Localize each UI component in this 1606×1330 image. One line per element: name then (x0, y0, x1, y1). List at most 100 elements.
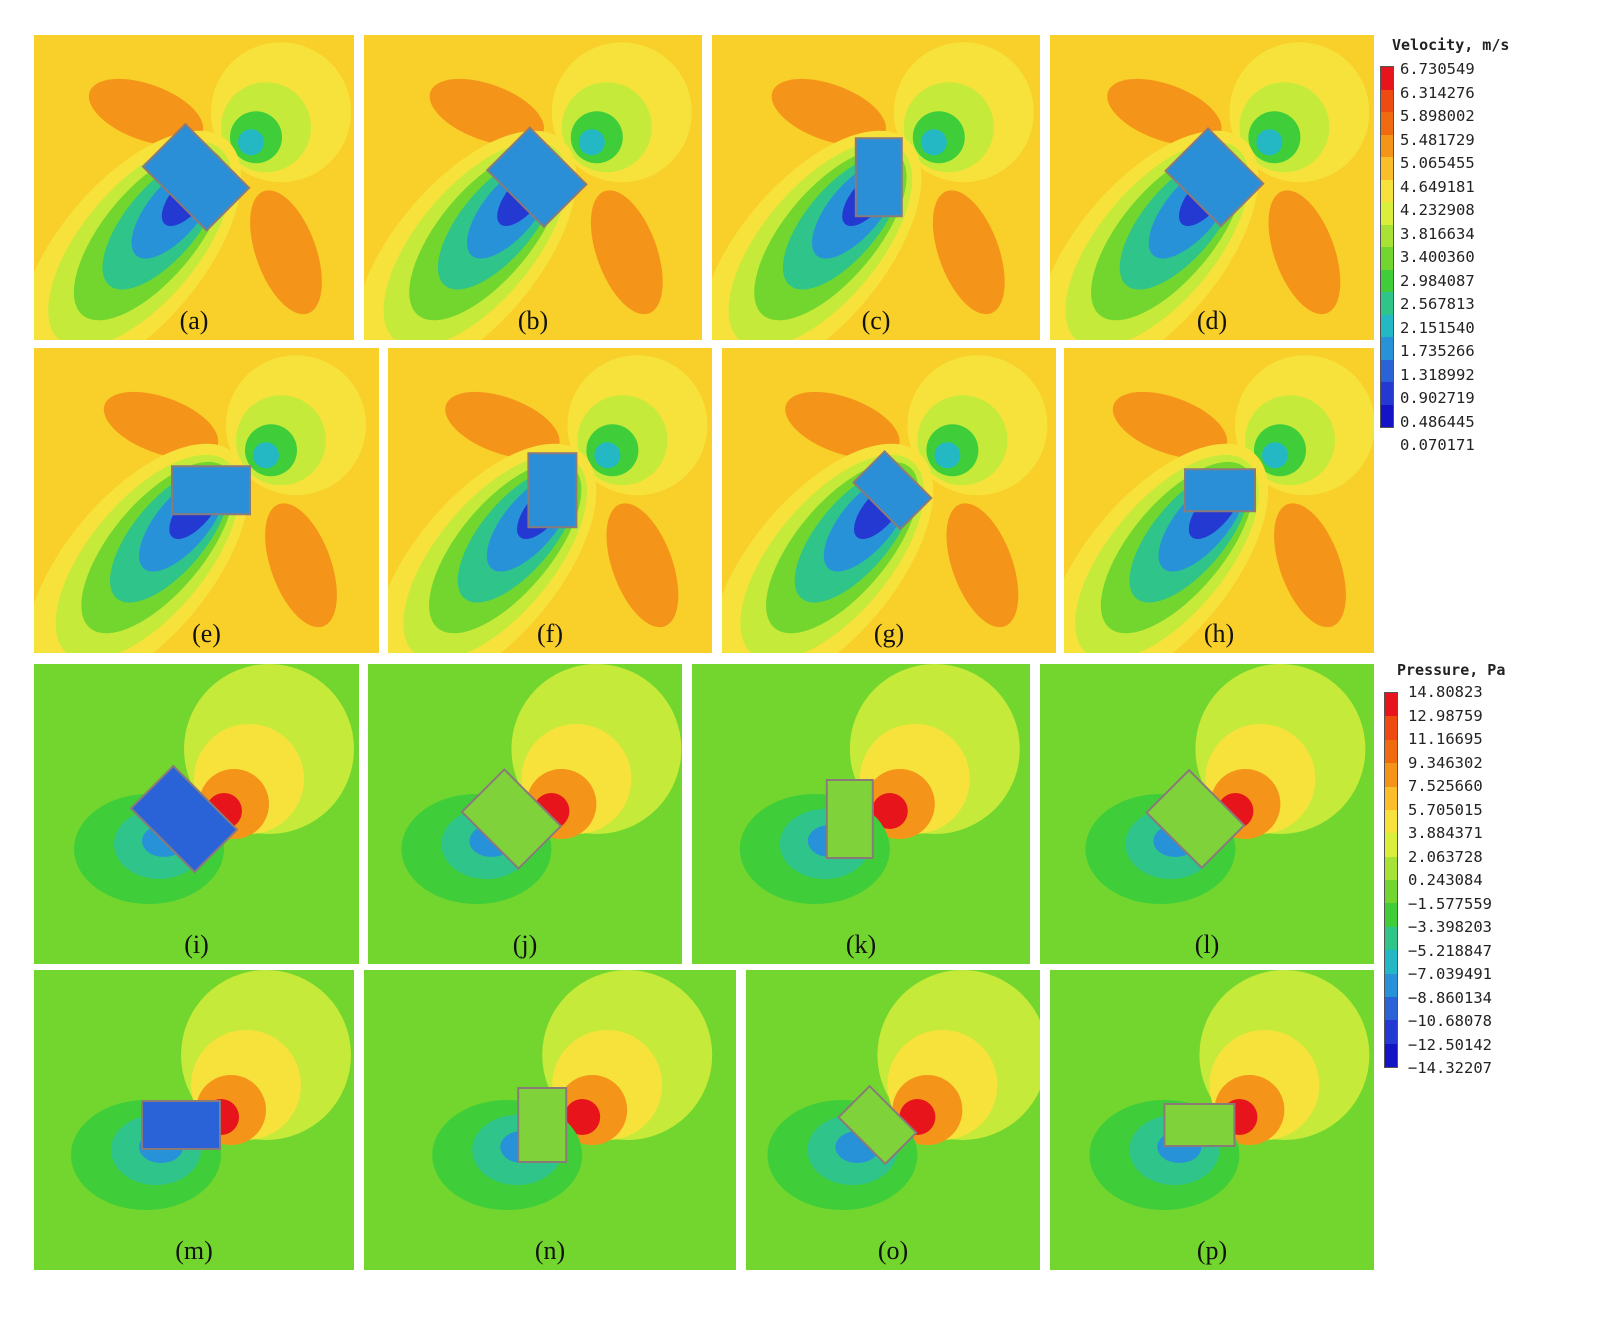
velocity-legend-value: 2.567813 (1400, 295, 1475, 313)
velocity-legend-value: 4.232908 (1400, 201, 1475, 219)
pressure-colorbar-band (1385, 833, 1397, 857)
pressure-legend-value: −12.50142 (1408, 1035, 1492, 1054)
velocity-colorbar-band (1381, 314, 1393, 337)
pressure-colorbar-band (1385, 996, 1397, 1021)
pressure-colorbar-band (1385, 763, 1397, 787)
pressure-legend-value: 2.063728 (1408, 847, 1483, 866)
pressure-colorbar (1384, 692, 1398, 1068)
velocity-legend-value: 3.400360 (1400, 248, 1475, 266)
velocity-colorbar-band (1381, 269, 1393, 292)
velocity-legend-value: 4.649181 (1400, 177, 1475, 196)
pressure-colorbar-band (1385, 950, 1397, 974)
velocity-colorbar-band (1381, 292, 1393, 315)
velocity-legend-value: 6.730549 (1400, 60, 1475, 78)
velocity-legend-value: 5.065455 (1400, 154, 1475, 172)
pressure-legend-value: 7.525660 (1408, 777, 1483, 795)
pressure-colorbar-band (1385, 809, 1397, 834)
panel-label: (b) (517, 306, 549, 335)
pressure-legend-value: −10.68078 (1408, 1012, 1492, 1030)
pressure-legend-value: 3.884371 (1408, 824, 1483, 842)
pres-contour-image (368, 664, 682, 964)
vel-contour-image (34, 348, 379, 653)
pressure-colorbar-band (1385, 880, 1397, 904)
velocity-legend-values: 6.730549 6.314276 5.898002 5.481729 5.065455… (1400, 58, 1475, 458)
velocity-colorbar-band (1381, 382, 1393, 405)
pres-contour-image (364, 970, 736, 1270)
pressure-legend-value: −8.860134 (1408, 988, 1492, 1007)
pressure-legend-value: −3.398203 (1408, 918, 1492, 936)
pressure-legend-value: 11.16695 (1408, 730, 1483, 748)
velocity-legend-value: 2.151540 (1400, 318, 1475, 337)
velocity-colorbar-band (1381, 67, 1393, 90)
pres-contour-image (34, 664, 359, 964)
pressure-panel-p: (p) (1050, 970, 1374, 1270)
vel-contour-image (388, 348, 712, 653)
pres-contour-image (34, 970, 354, 1270)
pressure-colorbar-band (1385, 856, 1397, 880)
pressure-legend-value: −1.577559 (1408, 894, 1492, 913)
panel-label: (c) (861, 306, 891, 335)
panel-label: (k) (845, 930, 877, 959)
vel-contour-image (1064, 348, 1374, 653)
panel-label: (p) (1196, 1236, 1228, 1265)
vel-contour-image (722, 348, 1056, 653)
pressure-legend-value: 0.243084 (1408, 871, 1483, 889)
velocity-colorbar-band (1381, 112, 1393, 135)
panel-label: (e) (192, 619, 221, 648)
velocity-colorbar-band (1381, 247, 1393, 270)
pressure-legend-value: 9.346302 (1408, 753, 1483, 772)
pressure-colorbar-band (1385, 926, 1397, 951)
pressure-panel-o: (o) (746, 970, 1040, 1270)
pressure-colorbar-band (1385, 903, 1397, 927)
velocity-panel-h: (h) (1064, 348, 1374, 653)
velocity-colorbar-band (1381, 337, 1393, 360)
velocity-legend-title: Velocity, m/s (1392, 36, 1510, 54)
pres-contour-image (692, 664, 1030, 964)
velocity-colorbar-band (1381, 202, 1393, 225)
velocity-panel-b: (b) (364, 35, 702, 340)
velocity-legend-value: 3.816634 (1400, 224, 1475, 243)
pressure-colorbar-band (1385, 973, 1397, 997)
panel-label: (j) (512, 930, 538, 959)
velocity-panel-c: (c) (712, 35, 1040, 340)
pressure-legend-value: −7.039491 (1408, 965, 1492, 983)
velocity-panel-f: (f) (388, 348, 712, 653)
velocity-panel-g: (g) (722, 348, 1056, 653)
velocity-legend-value: 2.984087 (1400, 271, 1475, 290)
velocity-legend-value: 0.902719 (1400, 389, 1475, 407)
pressure-legend-value: −5.218847 (1408, 941, 1492, 960)
pressure-panel-i: (i) (34, 664, 359, 964)
pres-contour-image (746, 970, 1040, 1270)
velocity-colorbar-band (1381, 157, 1393, 180)
velocity-panel-e: (e) (34, 348, 379, 653)
velocity-colorbar-band (1381, 134, 1393, 157)
pressure-legend-title: Pressure, Pa (1397, 661, 1506, 679)
panel-label: (l) (1194, 930, 1220, 959)
panel-label: (m) (175, 1236, 213, 1265)
pressure-legend-values: 14.80823 12.98759 11.16695 9.346302 7.525660… (1408, 681, 1492, 1081)
pressure-panel-l: (l) (1040, 664, 1374, 964)
panel-label: (d) (1196, 306, 1228, 335)
velocity-legend-value: 6.314276 (1400, 83, 1475, 102)
pres-contour-image (1040, 664, 1374, 964)
panel-label: (h) (1203, 619, 1235, 648)
velocity-legend-value: 5.481729 (1400, 130, 1475, 149)
pressure-legend-value: −14.32207 (1408, 1059, 1492, 1077)
pressure-colorbar-band (1385, 786, 1397, 810)
velocity-legend-value: 0.486445 (1400, 412, 1475, 431)
velocity-colorbar-band (1381, 404, 1393, 427)
pressure-colorbar-band (1385, 739, 1397, 764)
vel-contour-image (364, 35, 702, 340)
pressure-panel-k: (k) (692, 664, 1030, 964)
panel-label: (g) (873, 619, 905, 648)
pres-contour-image (1050, 970, 1374, 1270)
pressure-colorbar-band (1385, 1043, 1397, 1067)
pressure-colorbar-band (1385, 1020, 1397, 1044)
velocity-panel-d: (d) (1050, 35, 1374, 340)
velocity-legend-value: 1.735266 (1400, 342, 1475, 360)
velocity-panel-a: (a) (34, 35, 354, 340)
velocity-legend-value: 5.898002 (1400, 107, 1475, 125)
pressure-panel-n: (n) (364, 970, 736, 1270)
vel-contour-image (712, 35, 1040, 340)
pressure-colorbar-band (1385, 716, 1397, 740)
